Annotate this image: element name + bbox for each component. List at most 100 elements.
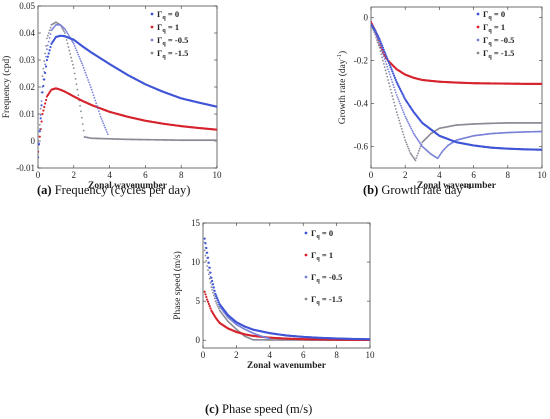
- data-point: [103, 124, 106, 127]
- data-point: [391, 95, 394, 97]
- data-point: [417, 149, 420, 152]
- x-tick-label: 4: [437, 170, 442, 180]
- data-point: [401, 130, 404, 133]
- data-point: [83, 69, 86, 72]
- data-point: [88, 81, 90, 84]
- data-point: [207, 269, 209, 272]
- legend-entry: Γq = 0: [157, 9, 179, 21]
- legend-marker: [304, 275, 308, 279]
- data-point: [82, 129, 85, 132]
- legend: Γq = 0Γq = 1Γq = -0.5Γq = -1.5: [476, 9, 514, 60]
- data-point: [406, 120, 409, 123]
- series-1: [371, 20, 542, 85]
- data-point: [77, 94, 80, 96]
- data-point: [65, 39, 68, 41]
- data-point: [104, 126, 107, 129]
- data-point: [207, 302, 210, 306]
- data-point: [382, 55, 385, 58]
- data-point: [407, 122, 410, 125]
- x-tick-label: 8: [506, 170, 511, 180]
- data-point: [72, 42, 75, 45]
- data-point: [386, 57, 389, 60]
- data-point: [380, 47, 383, 50]
- data-point: [41, 75, 44, 78]
- caption-b-tag: (b): [363, 183, 379, 197]
- data-point: [69, 53, 72, 55]
- data-point: [86, 76, 89, 79]
- data-point: [38, 123, 41, 126]
- data-point: [89, 83, 91, 86]
- data-point: [398, 87, 402, 91]
- data-point: [80, 62, 83, 65]
- data-point: [217, 307, 220, 310]
- data-point: [376, 34, 379, 37]
- data-point: [46, 48, 48, 51]
- data-point: [93, 96, 96, 99]
- data-point: [540, 82, 542, 85]
- data-point: [387, 61, 391, 64]
- x-axis-label: Zonal wavenumber: [417, 181, 497, 191]
- data-point: [70, 56, 73, 59]
- data-point: [391, 70, 394, 73]
- data-point: [411, 129, 413, 132]
- plot-frame: [202, 222, 371, 349]
- data-point: [101, 120, 104, 122]
- data-point: [405, 141, 407, 144]
- data-point: [72, 63, 74, 66]
- data-point: [377, 40, 380, 43]
- data-point: [75, 83, 78, 86]
- data-point: [388, 63, 391, 67]
- legend-marker: [150, 25, 154, 29]
- data-point: [403, 113, 406, 116]
- data-point: [96, 105, 98, 107]
- data-point: [393, 76, 397, 79]
- data-point: [378, 46, 381, 49]
- legend-marker: [476, 38, 480, 42]
- data-point: [394, 108, 397, 110]
- data-point: [98, 113, 101, 115]
- y-tick-label: 0.03: [19, 55, 35, 65]
- legend-entry: Γq = -1.5: [483, 48, 514, 60]
- data-point: [72, 41, 74, 44]
- data-point: [46, 37, 48, 40]
- data-point: [399, 89, 403, 92]
- data-point: [38, 140, 40, 142]
- data-point: [394, 104, 396, 107]
- chart-panel-1: 0 2 4 6 8 10 -0.6 -0.4 -0.2 0 Zonal wavenumber Grow…: [336, 6, 547, 191]
- data-point: [383, 58, 386, 60]
- data-point: [77, 53, 80, 56]
- legend-entry: Γq = 0: [483, 9, 505, 21]
- data-point: [216, 303, 219, 306]
- caption-c-text: Phase speed (m/s): [222, 402, 313, 416]
- data-point: [203, 290, 206, 293]
- data-point: [406, 119, 408, 121]
- legend-entry: Γq = 0: [311, 228, 333, 240]
- data-point: [401, 93, 404, 96]
- data-point: [38, 130, 41, 133]
- plot-area: [371, 20, 542, 162]
- data-point: [385, 63, 388, 66]
- data-point: [38, 128, 41, 131]
- data-point: [383, 50, 386, 54]
- data-point: [383, 66, 386, 69]
- data-point: [71, 60, 73, 62]
- y-tick-label: 10: [191, 257, 201, 267]
- data-point: [215, 128, 217, 131]
- chart-panel-2: 0 2 4 6 8 10 0 5 10 15 Zonal wavenumber Phase speed…: [172, 218, 375, 371]
- legend-entry: Γq = -0.5: [157, 35, 188, 47]
- data-point: [204, 293, 207, 296]
- y-tick-label: 0: [31, 136, 36, 146]
- y-tick-label: -0.4: [354, 99, 369, 109]
- y-tick-label: 0: [364, 13, 369, 23]
- data-point: [215, 295, 218, 298]
- legend-marker: [150, 12, 154, 16]
- data-point: [386, 65, 389, 68]
- data-point: [403, 96, 406, 99]
- legend-entry: Γq = -1.5: [311, 294, 342, 306]
- data-point: [371, 20, 373, 24]
- data-point: [97, 110, 100, 113]
- data-point: [95, 102, 98, 105]
- series-1: [38, 87, 217, 153]
- data-point: [208, 277, 211, 280]
- data-point: [384, 53, 387, 56]
